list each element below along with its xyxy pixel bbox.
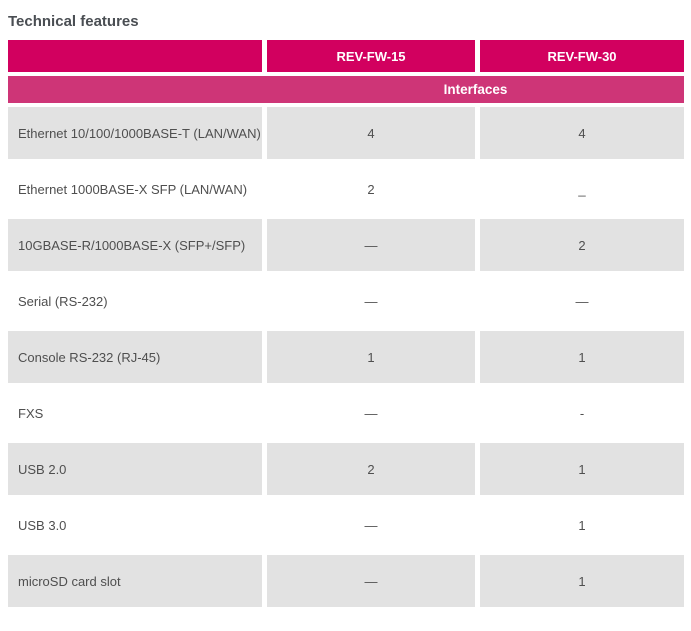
feature-label: Ethernet 1000BASE-X SFP (LAN/WAN) xyxy=(8,163,262,215)
value-rev-fw-30: 1 xyxy=(480,331,684,383)
table-row: Ethernet 1000BASE-X SFP (LAN/WAN) 2 _ xyxy=(8,163,684,215)
table-row: USB 2.0 2 1 xyxy=(8,443,684,495)
table-row: microSD card slot — 1 xyxy=(8,555,684,607)
column-header-rev-fw-15: REV-FW-15 xyxy=(267,40,475,72)
value-rev-fw-30: 4 xyxy=(480,107,684,159)
feature-label: Serial (RS-232) xyxy=(8,275,262,327)
page-title: Technical features xyxy=(8,13,139,30)
value-rev-fw-30: — xyxy=(480,275,684,327)
feature-label: USB 3.0 xyxy=(8,499,262,551)
column-header-empty xyxy=(8,40,262,72)
value-rev-fw-30: - xyxy=(480,387,684,439)
table-row: Ethernet 10/100/1000BASE-T (LAN/WAN) 4 4 xyxy=(8,107,684,159)
feature-label: Ethernet 10/100/1000BASE-T (LAN/WAN) xyxy=(8,107,262,159)
value-rev-fw-15: 1 xyxy=(267,331,475,383)
value-rev-fw-15: — xyxy=(267,219,475,271)
value-rev-fw-30: _ xyxy=(480,163,684,215)
section-header-interfaces: Interfaces xyxy=(8,76,684,103)
technical-features-table: REV-FW-15 REV-FW-30 Interfaces Ethernet … xyxy=(8,40,684,611)
value-rev-fw-30: 1 xyxy=(480,555,684,607)
value-rev-fw-15: 2 xyxy=(267,163,475,215)
feature-label: FXS xyxy=(8,387,262,439)
feature-label: 10GBASE-R/1000BASE-X (SFP+/SFP) xyxy=(8,219,262,271)
column-header-rev-fw-30: REV-FW-30 xyxy=(480,40,684,72)
table-row: FXS — - xyxy=(8,387,684,439)
table-row: Serial (RS-232) — — xyxy=(8,275,684,327)
value-rev-fw-15: — xyxy=(267,499,475,551)
value-rev-fw-15: 4 xyxy=(267,107,475,159)
feature-label: USB 2.0 xyxy=(8,443,262,495)
feature-label: microSD card slot xyxy=(8,555,262,607)
value-rev-fw-15: 2 xyxy=(267,443,475,495)
value-rev-fw-15: — xyxy=(267,387,475,439)
value-rev-fw-15: — xyxy=(267,555,475,607)
value-rev-fw-15: — xyxy=(267,275,475,327)
section-header-label: Interfaces xyxy=(443,82,508,97)
table-row: Console RS-232 (RJ-45) 1 1 xyxy=(8,331,684,383)
value-rev-fw-30: 2 xyxy=(480,219,684,271)
feature-label: Console RS-232 (RJ-45) xyxy=(8,331,262,383)
value-rev-fw-30: 1 xyxy=(480,499,684,551)
table-row: 10GBASE-R/1000BASE-X (SFP+/SFP) — 2 xyxy=(8,219,684,271)
table-row: USB 3.0 — 1 xyxy=(8,499,684,551)
value-rev-fw-30: 1 xyxy=(480,443,684,495)
table-header-row: REV-FW-15 REV-FW-30 xyxy=(8,40,684,72)
